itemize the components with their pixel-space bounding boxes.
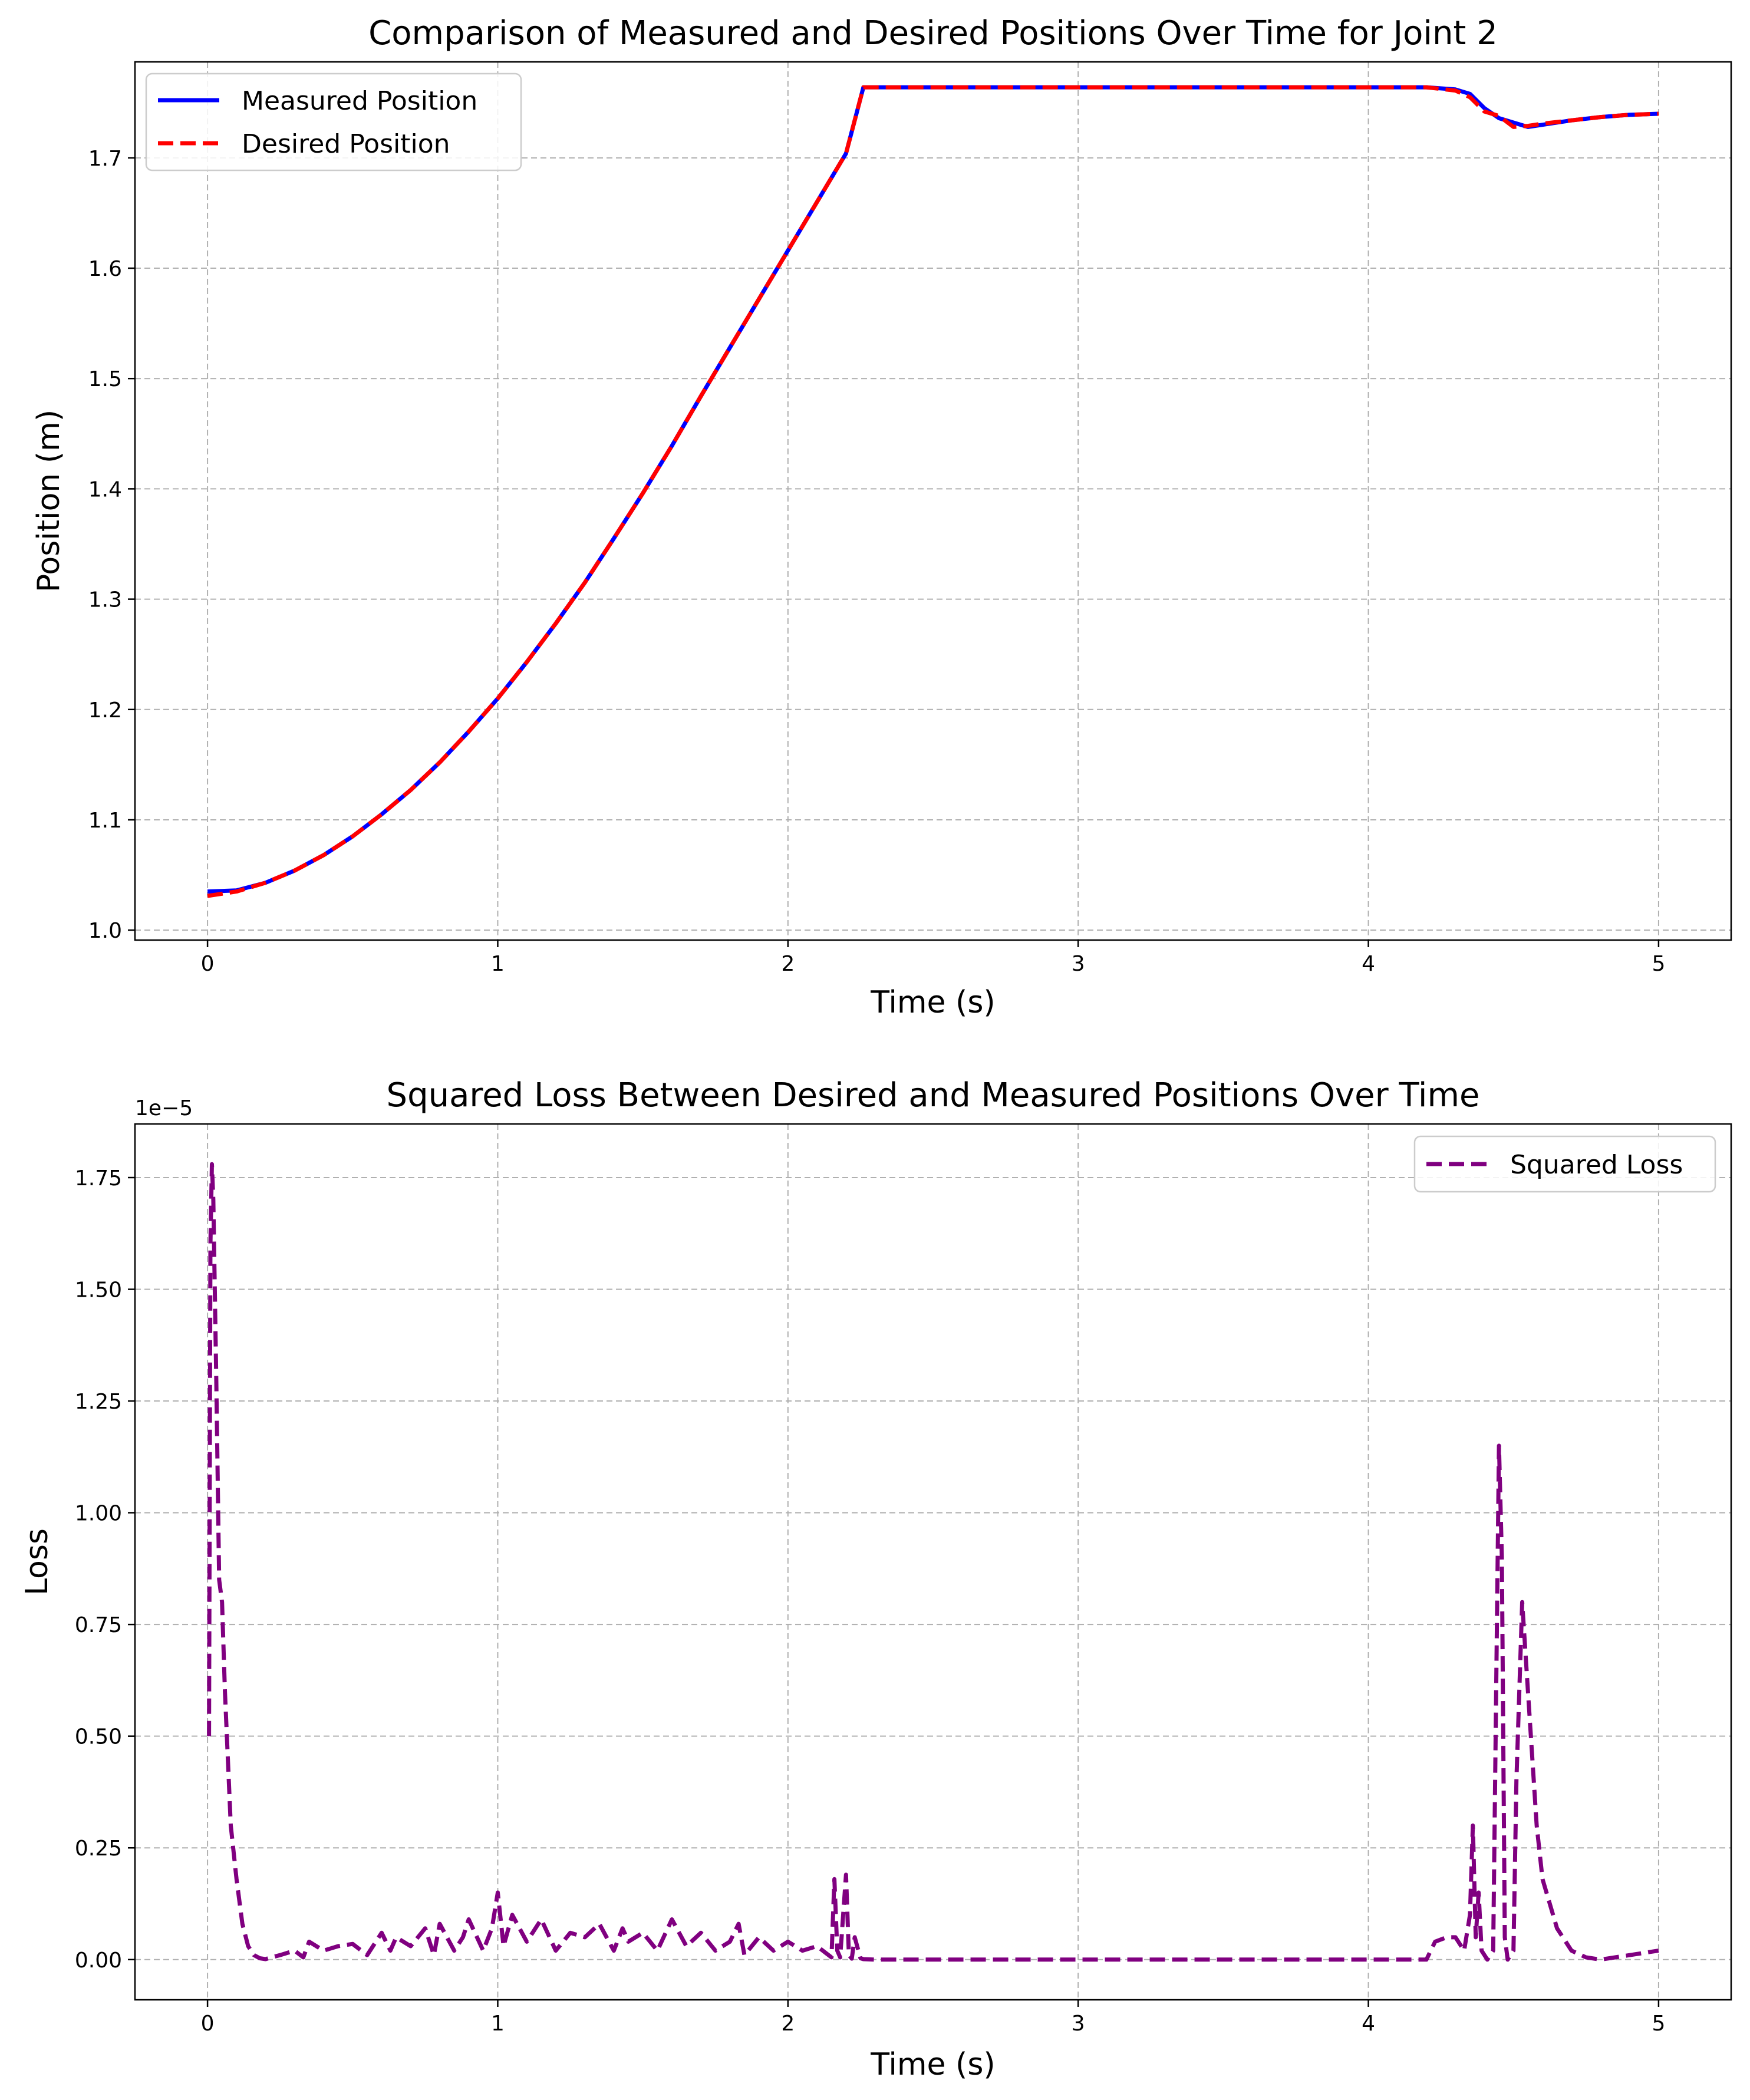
loss-y-tick-label: 0.50 <box>75 1725 122 1749</box>
loss-x-tick-label: 2 <box>781 2012 795 2036</box>
loss-y-tick-label: 1.75 <box>75 1166 122 1191</box>
loss-y-tick-label: 0.00 <box>75 1949 122 1973</box>
position-y-tick-label: 1.6 <box>88 257 122 281</box>
position-x-tick-label: 1 <box>491 952 505 976</box>
position-chart-title: Comparison of Measured and Desired Posit… <box>368 14 1498 52</box>
position-x-axis-label: Time (s) <box>870 985 995 1020</box>
loss-chart-title: Squared Loss Between Desired and Measure… <box>387 1076 1480 1115</box>
loss-y-tick-label: 0.25 <box>75 1837 122 1861</box>
position-x-tick-label: 4 <box>1362 952 1375 976</box>
loss-series-group <box>207 1162 1659 1962</box>
position-y-tick-label: 1.2 <box>88 698 122 723</box>
position-y-tick-label: 1.7 <box>88 147 122 171</box>
loss-x-axis-label: Time (s) <box>870 2047 995 2082</box>
position-x-tick-label: 5 <box>1652 952 1665 976</box>
position-x-tick-label: 0 <box>201 952 215 976</box>
loss-axes-frame <box>134 1123 1732 2001</box>
position-series-group <box>207 85 1659 898</box>
position-x-tick-label: 3 <box>1072 952 1085 976</box>
position-y-tick-label: 1.0 <box>88 919 122 943</box>
squared-loss-legend-label: Squared Loss <box>1510 1150 1683 1180</box>
loss-chart: 0 1 2 3 4 5 0.00 0.25 0.50 0.75 1.00 1.25 1.50 1.75 S… <box>19 1076 1732 2082</box>
position-chart: 0 1 2 3 4 5 1.0 1.1 1.2 1.3 1.4 1.5 1.6 1.7 Compariso… <box>31 14 1732 1020</box>
position-axes-frame <box>134 61 1732 941</box>
loss-legend-box <box>1413 1135 1716 1193</box>
loss-y-tick-label: 1.50 <box>75 1278 122 1303</box>
position-grid <box>135 62 1731 940</box>
loss-y-tick-label: 1.00 <box>75 1502 122 1526</box>
position-y-tick-label: 1.4 <box>88 477 122 502</box>
position-y-tick-label: 1.5 <box>88 367 122 391</box>
loss-y-tick-label: 1.25 <box>75 1390 122 1414</box>
position-y-axis-label: Position (m) <box>31 410 67 592</box>
measured-position-legend-label: Measured Position <box>242 86 477 116</box>
position-legend-box <box>145 72 522 172</box>
position-legend: Measured Position Desired Position <box>145 72 522 172</box>
loss-x-tick-label: 0 <box>201 2012 215 2036</box>
loss-ticks: 0 1 2 3 4 5 0.00 0.25 0.50 0.75 1.00 1.25 1.50 1.75 <box>75 1166 1666 2036</box>
loss-series-0-line <box>207 1162 1659 1962</box>
position-series-1-line <box>207 85 1659 898</box>
position-y-tick-label: 1.1 <box>88 809 122 833</box>
position-x-tick-label: 2 <box>781 952 795 976</box>
loss-legend: Squared Loss <box>1413 1135 1716 1193</box>
loss-y-tick-label: 0.75 <box>75 1613 122 1637</box>
position-ticks: 0 1 2 3 4 5 1.0 1.1 1.2 1.3 1.4 1.5 1.6 1.7 <box>88 147 1666 976</box>
loss-x-tick-label: 3 <box>1072 2012 1085 2036</box>
position-y-tick-label: 1.3 <box>88 588 122 612</box>
loss-y-axis-label: Loss <box>19 1528 55 1595</box>
loss-axis-multiplier: 1e−5 <box>135 1096 193 1120</box>
loss-x-tick-label: 1 <box>491 2012 505 2036</box>
desired-position-legend-label: Desired Position <box>242 129 450 159</box>
loss-x-tick-label: 4 <box>1362 2012 1375 2036</box>
loss-x-tick-label: 5 <box>1652 2012 1665 2036</box>
